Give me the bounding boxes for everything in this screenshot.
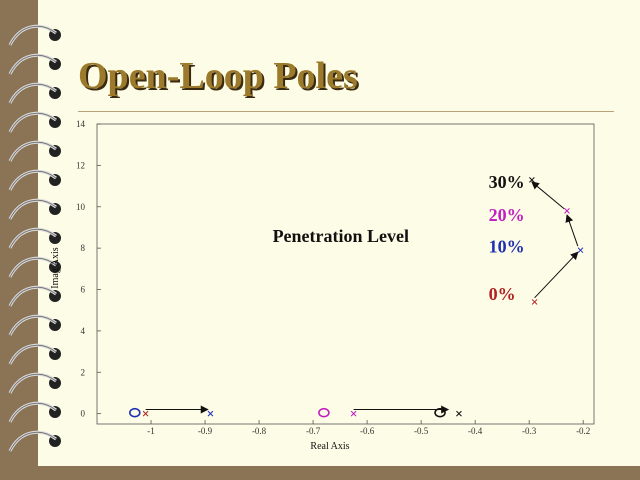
slide-background (38, 0, 640, 466)
binding-ring (8, 343, 61, 365)
binding-ring (8, 401, 61, 423)
pole-marker (529, 177, 535, 183)
y-tick-label: 10 (76, 202, 86, 212)
binding-ring (8, 169, 61, 191)
x-tick-label: -0.7 (306, 426, 321, 436)
chart-annotation: Penetration Level (273, 226, 409, 246)
binding-ring (8, 198, 61, 220)
chart-annotation: 0% (489, 284, 516, 304)
locus-arrow (565, 214, 579, 247)
binding-ring (8, 372, 61, 394)
y-axis-label: Imag Axis (50, 247, 61, 288)
binding-ring (8, 227, 61, 249)
pole-marker (577, 247, 584, 254)
binding-ring (8, 53, 61, 75)
pole-marker (142, 410, 149, 417)
spiral-binding (8, 24, 61, 452)
chart-annotation: 20% (489, 205, 525, 225)
locus-arrow (534, 251, 579, 299)
x-tick-label: -0.4 (468, 426, 483, 436)
chart-annotation: 10% (489, 236, 525, 256)
x-tick-label: -0.6 (360, 426, 375, 436)
y-tick-label: 6 (81, 285, 86, 295)
y-tick-label: 4 (81, 326, 86, 336)
binding-ring (8, 256, 61, 278)
pole-marker (531, 299, 538, 305)
slide-title: Open-Loop Poles (78, 55, 358, 97)
pole-marker (564, 208, 570, 214)
zero-marker (129, 407, 141, 418)
x-tick-label: -0.8 (252, 426, 267, 436)
y-tick-label: 2 (81, 367, 86, 377)
binding-ring (8, 285, 61, 307)
pole-marker (350, 410, 357, 417)
y-tick-label: 12 (76, 160, 85, 170)
zero-marker (434, 407, 446, 418)
y-tick-label: 14 (76, 119, 86, 129)
binding-ring (8, 430, 61, 452)
binding-ring (8, 314, 61, 336)
locus-arrow (531, 181, 565, 210)
binding-ring (8, 24, 61, 46)
zero-marker (318, 407, 330, 418)
chart-annotation: 30% (489, 172, 525, 192)
pole-marker (456, 410, 462, 417)
x-tick-label: -0.5 (414, 426, 429, 436)
binding-ring (8, 82, 61, 104)
x-tick-label: -0.2 (576, 426, 590, 436)
y-tick-label: 8 (81, 243, 86, 253)
x-tick-label: -0.3 (522, 426, 537, 436)
title-divider (78, 111, 614, 112)
x-tick-label: -1 (147, 426, 155, 436)
pole-marker (207, 410, 214, 417)
plot-area (96, 123, 595, 425)
binding-ring (8, 111, 61, 133)
y-tick-label: 0 (81, 409, 86, 419)
binding-ring (8, 140, 61, 162)
x-tick-label: -0.9 (198, 426, 213, 436)
x-axis-label: Real Axis (310, 441, 349, 452)
